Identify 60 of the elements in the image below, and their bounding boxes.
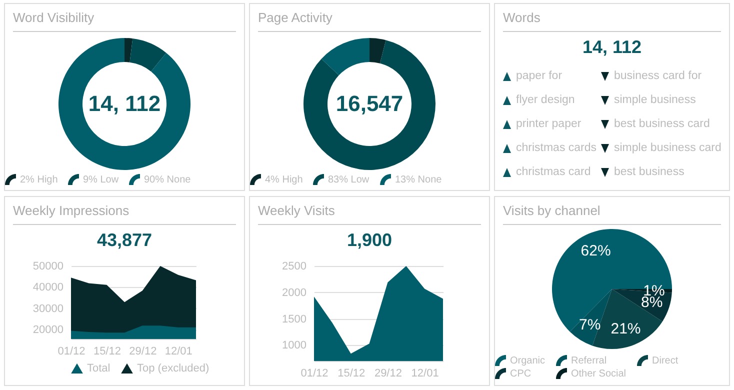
donut-slice [124, 38, 133, 62]
legend-label: 13% None [395, 174, 442, 186]
pie-slice [552, 229, 672, 332]
legend-label: Organic [510, 356, 546, 367]
chart-title: Word Visibility [13, 10, 94, 25]
donut-slice [370, 38, 386, 64]
x-tick-label: 12/01 [411, 368, 439, 380]
donut-slice [130, 38, 166, 72]
text: simple business card [614, 142, 722, 154]
y-tick-label: 2000 [282, 286, 306, 299]
chart-title: Weekly Visits [258, 203, 335, 218]
legend-label: 9% Low [83, 174, 120, 186]
donut-slice [304, 40, 436, 170]
text: christmas cards [516, 142, 597, 154]
text: Words [503, 10, 540, 25]
data-label: 62% [580, 242, 611, 260]
chart-subtitle: 43,877 [96, 230, 154, 251]
text: 16,547 [336, 91, 404, 116]
legend-label: 90% None [144, 174, 192, 186]
text: christmas card [516, 166, 591, 178]
y-tick-label: 30000 [32, 302, 64, 315]
text: 14, 112 [581, 37, 643, 58]
x-tick-label: 29/12 [374, 368, 402, 380]
x-tick-label: 12/01 [164, 346, 192, 358]
text: 14, 112 [88, 91, 161, 116]
x-tick-label: 01/12 [58, 346, 86, 358]
x-tick-label: 15/12 [338, 368, 366, 380]
text: best business [614, 166, 684, 178]
donut-slice [58, 38, 190, 170]
legend-label: CPC [510, 368, 532, 380]
x-tick-label: 29/12 [129, 346, 157, 358]
text: flyer design [516, 94, 575, 106]
chart-title: Visits by channel [503, 203, 600, 218]
y-tick-label: 20000 [32, 324, 64, 336]
data-label: 7% [579, 316, 601, 334]
legend-label: Total [87, 362, 110, 374]
x-tick-label: 15/12 [93, 346, 121, 358]
legend-label: Referral [571, 356, 607, 367]
legend-label: Other Social [571, 368, 626, 380]
y-tick-label: 40000 [32, 282, 64, 294]
y-tick-label: 1000 [282, 340, 306, 352]
legend-label: Direct [652, 356, 678, 367]
legend-label: 4% High [265, 174, 303, 186]
text: simple business [614, 94, 696, 106]
text: best business card [614, 118, 710, 130]
x-tick-label: 01/12 [300, 368, 328, 380]
data-label: 21% [610, 320, 641, 338]
y-tick-label: 50000 [32, 260, 64, 272]
chart-title: Page Activity [258, 10, 332, 25]
text: paper for [516, 70, 562, 82]
y-tick-label: 2500 [282, 260, 306, 272]
y-tick-label: 1500 [282, 313, 306, 326]
text: printer paper [516, 118, 582, 130]
donut-slice [321, 38, 370, 76]
chart-title: Weekly Impressions [13, 203, 130, 218]
chart-subtitle: 1,900 [346, 230, 394, 251]
legend-label: 83% Low [328, 174, 370, 186]
text: business card for [614, 70, 702, 82]
legend-label: 2% High [20, 174, 58, 186]
legend-label: Top (excluded) [137, 362, 210, 374]
